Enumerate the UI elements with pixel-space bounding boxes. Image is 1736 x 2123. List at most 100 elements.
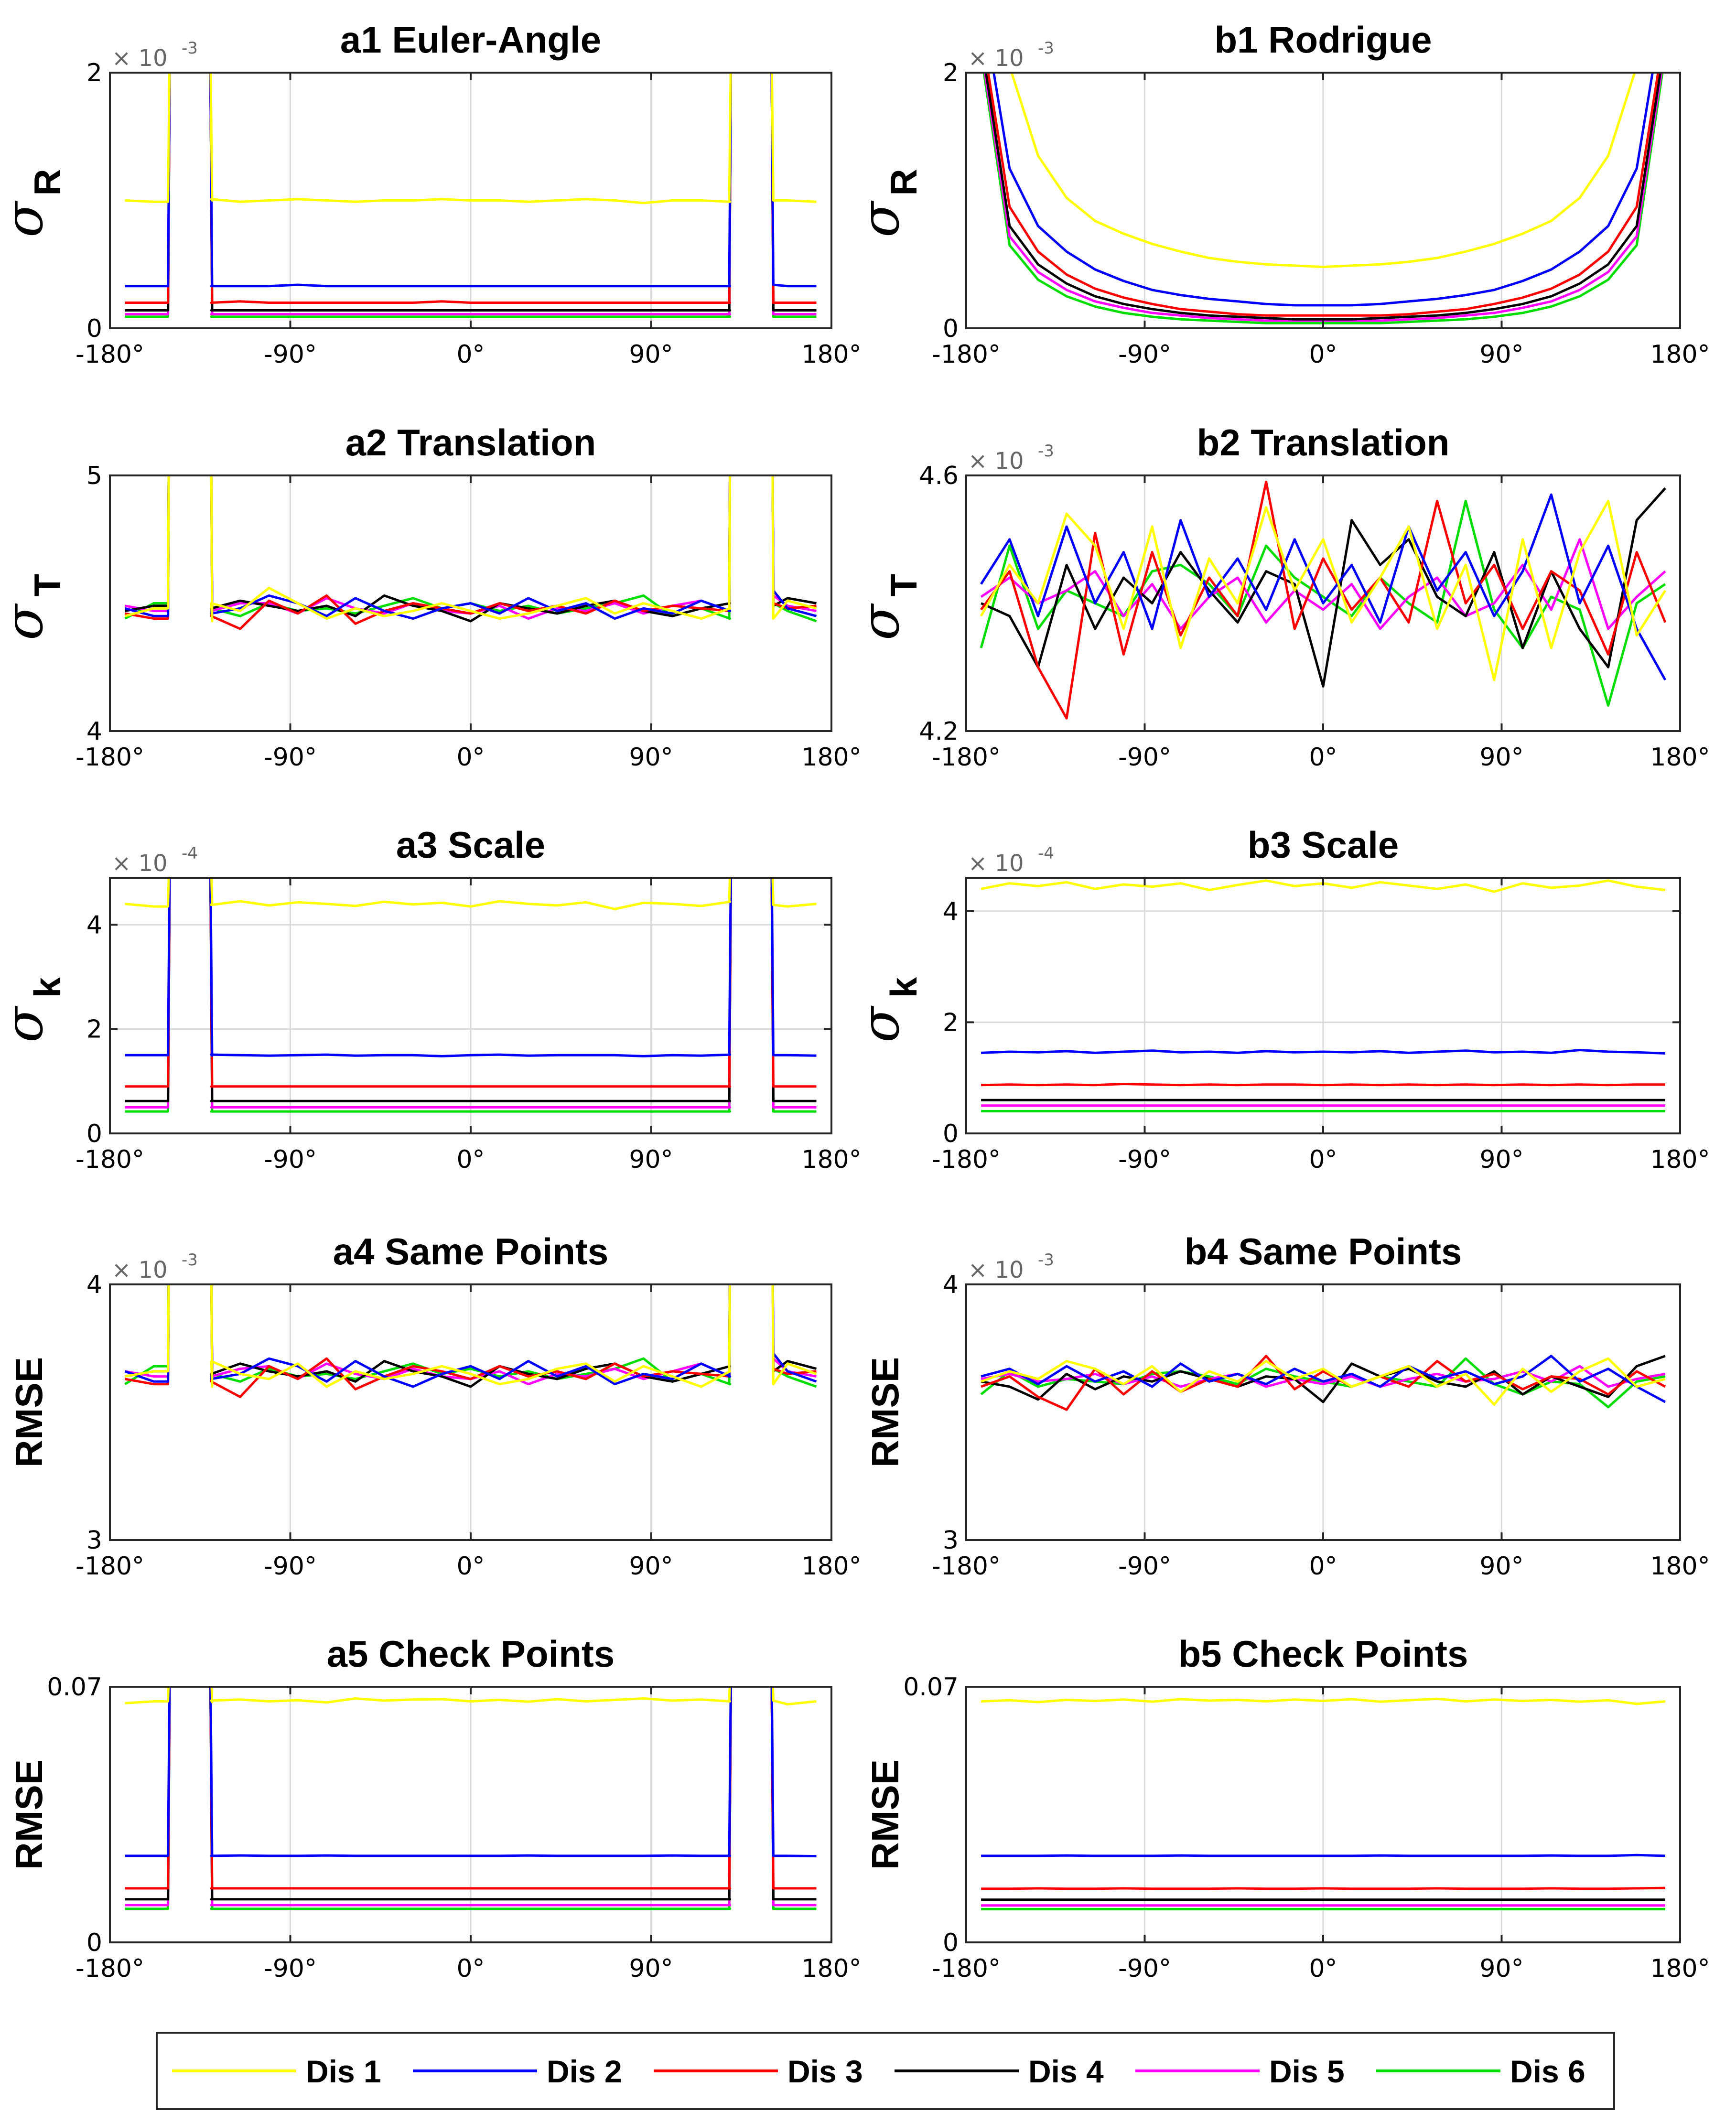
chart-panel-a4: -180° -90° 0° 90° 180° 3 4 a4 Same Points × 10 -3… [8,1230,862,1581]
chart-title: b5 Check Points [1178,1633,1468,1675]
x-tick-label: 0° [1309,743,1337,772]
y-axis-label: σR [850,169,925,237]
x-tick-label: 90° [629,1552,673,1581]
series-line-dis-1 [125,1284,817,1388]
x-tick-label: -180° [75,1954,144,1983]
x-tick-label: 90° [629,340,673,369]
y-axis-label-subscript: T [26,574,68,597]
chart-title: b2 Translation [1197,421,1450,463]
y-axis-multiplier: × 10 [112,850,168,877]
x-tick-label: 0° [1309,1552,1337,1581]
y-axis-label-symbol: σ [850,1005,911,1043]
y-axis-multiplier-exponent: -4 [1038,844,1054,863]
legend-box [156,2032,1615,2110]
legend-entry-dis-2: Dis 2 [413,2054,622,2089]
x-tick-label: 0° [456,1145,485,1174]
chart-panel-a1: -180° -90° 0° 90° 180° 0 2 a1 Euler-Angle × 10 -3… [0,19,862,369]
chart-title: a4 Same Points [333,1230,609,1272]
y-tick-label: 3 [86,1526,102,1555]
legend-entry-dis-3: Dis 3 [654,2054,863,2089]
legend-label: Dis 6 [1510,2054,1585,2089]
series-line-dis-5 [980,538,1666,630]
series-line-dis-6 [125,1687,817,1910]
series-line-dis-2 [981,1049,1665,1055]
y-axis-label-text: RMSE [8,1357,50,1467]
series-line-dis-4 [984,73,1662,321]
y-axis-multiplier-exponent: -3 [1038,39,1054,58]
y-axis-label: RMSE [864,1759,906,1870]
x-tick-label: 90° [1479,340,1523,369]
y-axis-label: RMSE [8,1357,50,1467]
x-tick-label: 0° [456,1954,485,1983]
y-tick-label: 0 [86,314,102,343]
x-tick-label: -90° [1118,1552,1171,1581]
legend: Dis 1 Dis 2 Dis 3 Dis 4 Dis 5 Dis 6 [156,2032,1615,2110]
y-axis-label-subscript: k [883,977,925,998]
y-axis-multiplier-exponent: -4 [182,844,198,863]
y-tick-label: 0 [86,1120,102,1148]
y-axis-label: σT [0,574,68,640]
chart-panel-a2: -180° -90° 0° 90° 180° 4 5 a2 Translation σT [0,421,862,772]
chart-title: a3 Scale [396,824,545,866]
x-tick-label: -90° [1118,1145,1171,1174]
series-line-dis-5 [981,1365,1666,1388]
series-line-dis-4 [125,73,817,312]
x-tick-label: -180° [75,743,144,772]
y-axis-label: RMSE [864,1357,906,1467]
y-tick-label: 2 [86,1015,102,1044]
y-tick-label: 4 [943,897,959,926]
x-tick-label: 0° [456,743,485,772]
series-line-dis-2 [125,1687,817,1858]
series-line-dis-1 [980,500,1667,681]
series-line-dis-1 [1010,73,1636,269]
y-axis-label-text: RMSE [8,1759,50,1870]
y-axis-label-subscript: T [883,574,925,597]
x-tick-label: -180° [932,1145,1001,1174]
x-tick-label: 0° [456,340,485,369]
y-axis-multiplier: × 10 [968,1257,1024,1283]
legend-entry-dis-4: Dis 4 [895,2054,1104,2089]
series-line-dis-2 [992,73,1654,307]
y-axis-multiplier-exponent: -3 [182,39,198,58]
y-axis-label-subscript: R [883,169,925,195]
series-line-dis-3 [981,1886,1665,1890]
y-tick-label: 0 [943,1929,959,1957]
y-axis-label-subscript: k [26,977,68,998]
series-line-dis-5 [125,1687,817,1907]
series-line-dis-3 [980,480,1667,720]
y-axis-label: σk [0,977,68,1043]
x-tick-label: -90° [264,1145,317,1174]
chart-title: a5 Check Points [327,1633,615,1675]
y-tick-label: 3 [943,1526,959,1555]
y-axis-label-subscript: R [26,169,68,195]
series-line-dis-1 [125,878,817,910]
x-tick-label: 0° [1309,340,1337,369]
series-line-dis-2 [980,493,1667,681]
chart-panel-a3: -180° -90° 0° 90° 180° 0 2 4 a3 Scale × 10 -4 σk [0,824,862,1174]
series-lines [124,475,817,630]
series-line-dis-1 [124,475,817,623]
y-axis-multiplier-exponent: -3 [182,1250,198,1270]
y-tick-label: 5 [86,462,102,490]
series-line-dis-1 [125,1687,817,1706]
y-axis-label-symbol: σ [0,603,54,640]
y-axis-multiplier-exponent: -3 [1038,1250,1054,1270]
y-tick-label: 4 [86,911,102,939]
series-line-dis-2 [125,878,817,1057]
x-tick-label: 180° [801,1954,861,1983]
series-line-dis-1 [981,1697,1666,1705]
y-axis-label-symbol: σ [0,200,54,237]
y-axis-multiplier: × 10 [968,45,1024,72]
x-tick-label: 180° [801,743,861,772]
x-tick-label: 90° [1479,1954,1523,1983]
y-tick-label: 2 [943,59,959,87]
chart-title: a1 Euler-Angle [340,19,601,61]
x-tick-label: -180° [932,340,1001,369]
y-tick-label: 0.07 [903,1673,959,1702]
y-axis-label-symbol: σ [850,200,911,237]
y-axis-multiplier: × 10 [968,448,1024,474]
x-tick-label: -90° [1118,340,1171,369]
y-tick-label: 4 [943,1271,959,1299]
y-tick-label: 4.6 [919,462,959,490]
